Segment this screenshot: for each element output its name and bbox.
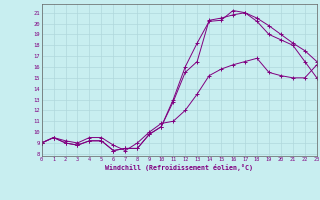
X-axis label: Windchill (Refroidissement éolien,°C): Windchill (Refroidissement éolien,°C) (105, 164, 253, 171)
